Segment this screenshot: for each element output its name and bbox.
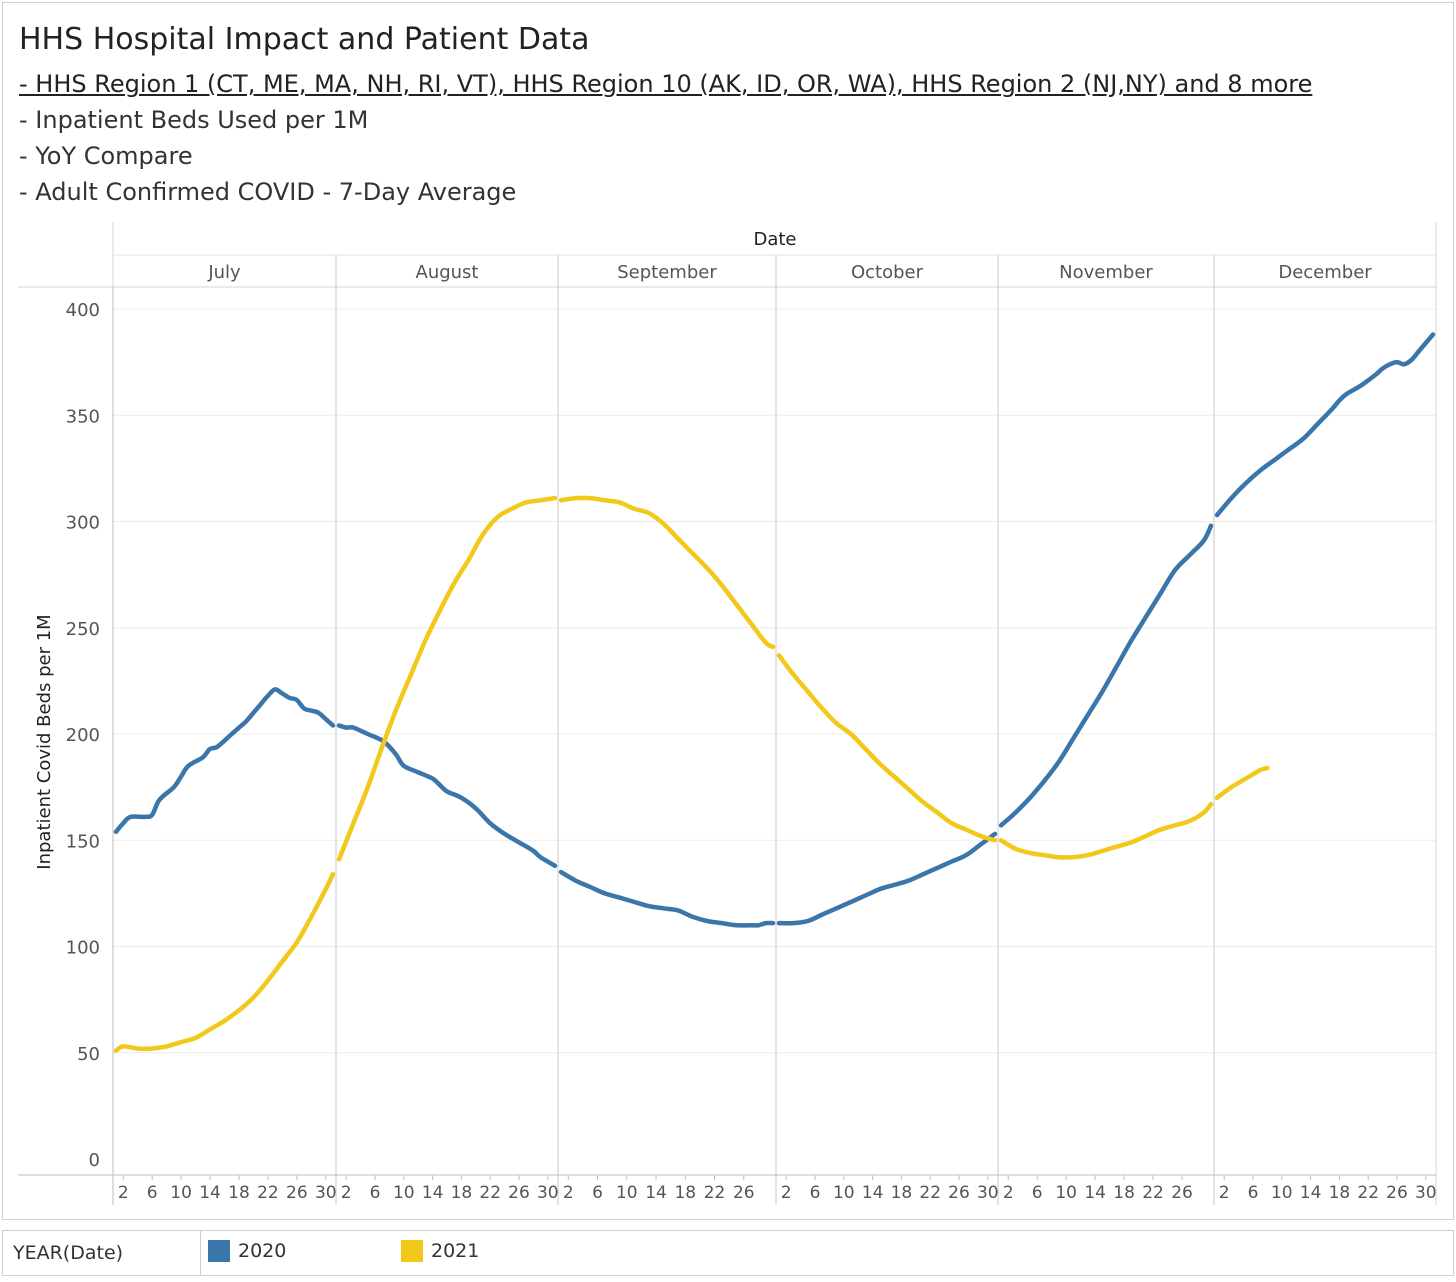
x-tick-label-october-18: 18 [891, 1183, 913, 1203]
y-tick-label-50: 50 [77, 1044, 100, 1065]
x-tick-label-november-14: 14 [1084, 1183, 1106, 1203]
month-label-november: November [1059, 262, 1153, 283]
x-tick-label-november-22: 22 [1142, 1183, 1164, 1203]
line-chart: Date Inpatient Covid Beds per 1M 0 50 100 1… [18, 222, 1437, 1205]
x-tick-label-november-26: 26 [1171, 1183, 1193, 1203]
chart-title: HHS Hospital Impact and Patient Data [19, 22, 590, 57]
series-2021-august [336, 495, 558, 862]
y-tick-label-150: 150 [66, 831, 100, 852]
x-tick-label-september-10: 10 [616, 1183, 638, 1203]
x-tick-label-september-2: 2 [563, 1183, 574, 1203]
chart-frame [2, 2, 1454, 1220]
legend-label-2021: 2021 [431, 1240, 480, 1262]
x-tick-label-october-22: 22 [919, 1183, 941, 1203]
measure-line: - Inpatient Beds Used per 1M [19, 106, 369, 134]
x-tick-label-july-14: 14 [199, 1183, 221, 1203]
x-tick-label-august-14: 14 [422, 1183, 444, 1203]
x-tick-label-december-18: 18 [1329, 1183, 1351, 1203]
x-tick-label-october-10: 10 [833, 1183, 855, 1203]
x-tick-label-november-18: 18 [1113, 1183, 1135, 1203]
x-tick-label-december-26: 26 [1386, 1183, 1408, 1203]
x-tick-label-november-2: 2 [1003, 1183, 1014, 1203]
y-tick-label-300: 300 [66, 513, 100, 534]
legend-swatch-2021 [401, 1240, 423, 1262]
month-label-december: December [1278, 262, 1372, 283]
x-tick-label-august-26: 26 [508, 1183, 530, 1203]
x-tick-label-september-14: 14 [645, 1183, 667, 1203]
x-tick-label-december-6: 6 [1248, 1183, 1259, 1203]
series-2020-october [776, 831, 998, 926]
legend-item-2021[interactable]: 2021 [401, 1239, 479, 1263]
x-tick-label-july-2: 2 [118, 1183, 129, 1203]
y-tick-label-200: 200 [66, 725, 100, 746]
x-tick-label-august-2: 2 [341, 1183, 352, 1203]
x-tick-label-september-6: 6 [592, 1183, 603, 1203]
x-tick-label-august-10: 10 [393, 1183, 415, 1203]
x-tick-label-october-2: 2 [781, 1183, 792, 1203]
x-tick-label-december-10: 10 [1271, 1183, 1293, 1203]
legend-caption: YEAR(Date) [3, 1231, 201, 1275]
x-tick-label-september-26: 26 [733, 1183, 755, 1203]
x-tick-label-september-22: 22 [704, 1183, 726, 1203]
region-filter-line[interactable]: - HHS Region 1 (CT, ME, MA, NH, RI, VT),… [19, 70, 1313, 98]
x-tick-label-november-6: 6 [1032, 1183, 1043, 1203]
x-tick-label-july-10: 10 [170, 1183, 192, 1203]
x-tick-label-july-22: 22 [257, 1183, 279, 1203]
month-label-july: July [207, 262, 241, 283]
y-tick-label-400: 400 [66, 300, 100, 321]
x-tick-label-december-30: 30 [1415, 1183, 1437, 1203]
series-2021-july [113, 872, 336, 1053]
x-tick-label-july-26: 26 [286, 1183, 308, 1203]
x-tick-label-august-22: 22 [479, 1183, 501, 1203]
series-2021-november [998, 801, 1214, 860]
metric-line: - Adult Confirmed COVID - 7-Day Average [19, 178, 517, 206]
legend: YEAR(Date) 2020 2021 [2, 1230, 1454, 1276]
x-tick-label-october-14: 14 [862, 1183, 884, 1203]
series-2021-december [1214, 765, 1270, 801]
x-tick-label-september-18: 18 [674, 1183, 696, 1203]
title-block: HHS Hospital Impact and Patient Data - H… [19, 22, 1312, 210]
y-tick-label-0: 0 [89, 1150, 100, 1171]
series-2020-july [113, 687, 336, 835]
series-2020-november [998, 523, 1214, 828]
x-tick-label-december-2: 2 [1219, 1183, 1230, 1203]
series-2020-august [336, 723, 558, 869]
series-2020-september [558, 869, 776, 928]
series-2020-december [1214, 332, 1436, 518]
x-tick-label-october-30: 30 [977, 1183, 999, 1203]
y-axis-title: Inpatient Covid Beds per 1M [34, 614, 55, 869]
y-tick-label-250: 250 [66, 619, 100, 640]
x-tick-label-october-6: 6 [810, 1183, 821, 1203]
x-axis-title: Date [753, 229, 796, 250]
compare-line: - YoY Compare [19, 142, 193, 170]
x-tick-label-august-30: 30 [537, 1183, 559, 1203]
legend-swatch-2020 [208, 1240, 230, 1262]
x-tick-label-december-22: 22 [1357, 1183, 1379, 1203]
y-tick-label-100: 100 [66, 938, 100, 959]
x-tick-label-july-6: 6 [147, 1183, 158, 1203]
month-label-september: September [617, 262, 717, 283]
series-2021-september [558, 495, 776, 650]
x-tick-label-july-18: 18 [228, 1183, 250, 1203]
month-label-august: August [416, 262, 479, 283]
legend-item-2020[interactable]: 2020 [208, 1239, 286, 1263]
legend-label-2020: 2020 [238, 1240, 287, 1262]
x-tick-label-july-30: 30 [315, 1183, 337, 1203]
x-tick-label-november-10: 10 [1055, 1183, 1077, 1203]
x-tick-label-december-14: 14 [1300, 1183, 1322, 1203]
series-2021-october [776, 653, 998, 843]
x-tick-label-august-18: 18 [451, 1183, 473, 1203]
x-tick-label-august-6: 6 [370, 1183, 381, 1203]
month-label-october: October [851, 262, 924, 283]
y-tick-label-350: 350 [66, 406, 100, 427]
x-tick-label-october-26: 26 [948, 1183, 970, 1203]
